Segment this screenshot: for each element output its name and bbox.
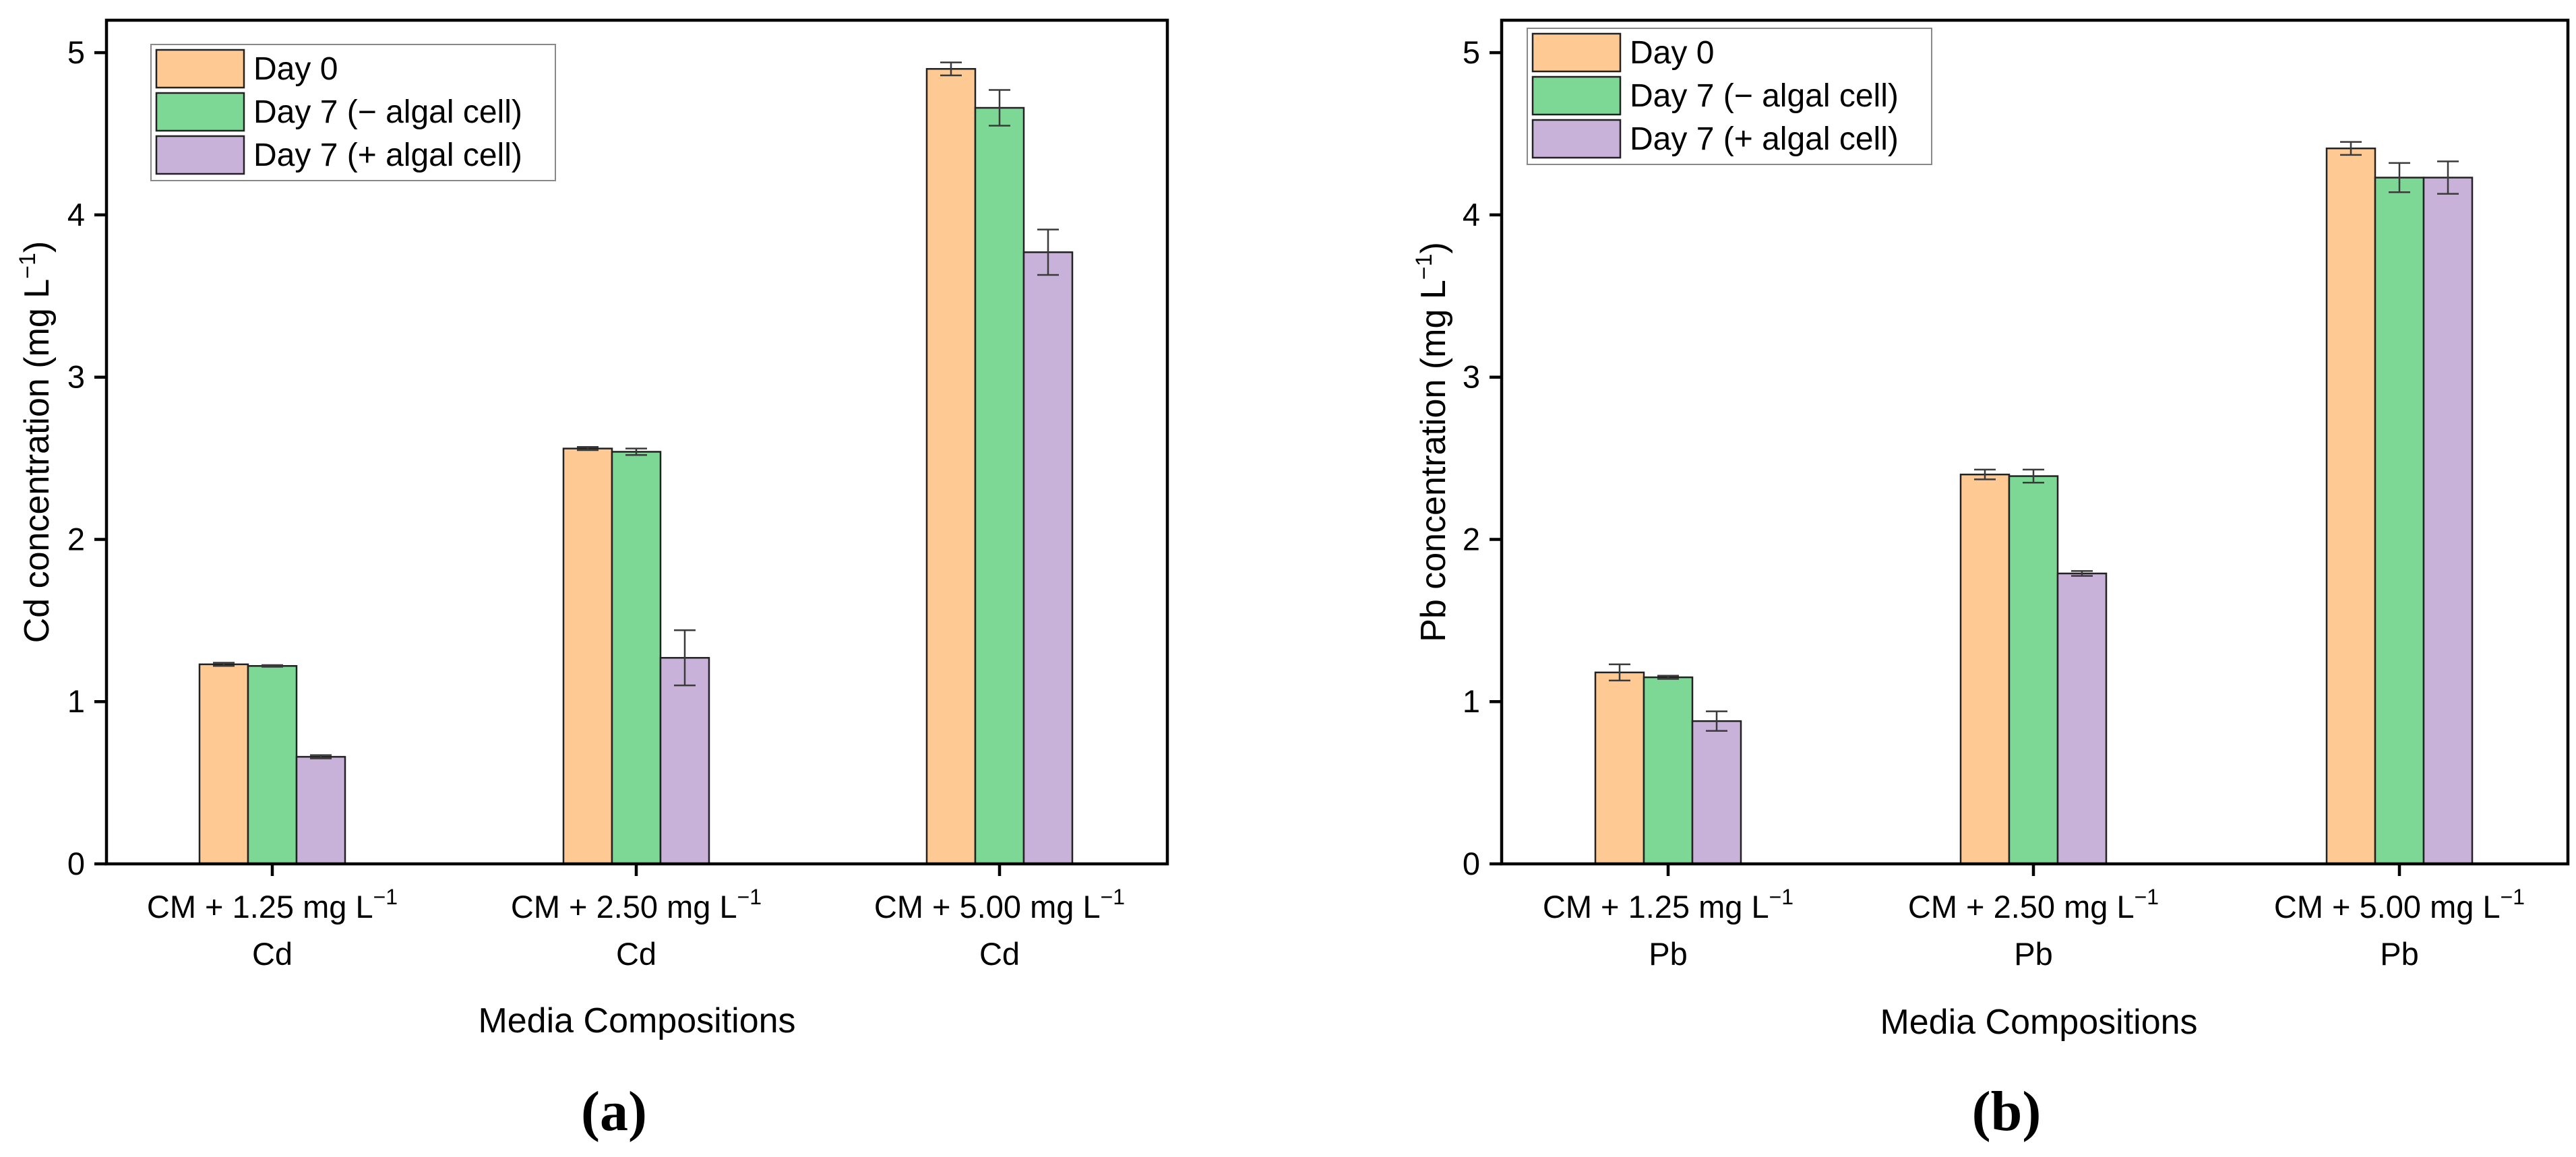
bar-day0 xyxy=(1594,671,1645,865)
bar-day0 xyxy=(925,67,977,865)
y-tick-label: 1 xyxy=(1463,683,1480,719)
bar-day0 xyxy=(562,447,613,865)
x-tick-label: CM + 1.25 mg L−1 xyxy=(1543,885,1793,925)
bar-day0 xyxy=(1959,473,2011,865)
error-bar xyxy=(2389,162,2410,193)
bar-day7-minus-algal xyxy=(247,665,298,865)
legend-label: Day 7 (+ algal cell) xyxy=(1630,121,1899,157)
error-bars-group xyxy=(213,61,1059,759)
y-tick-label: 4 xyxy=(1463,197,1480,232)
error-bar xyxy=(1657,675,1679,680)
legend-swatch xyxy=(1531,32,1622,73)
x-tick-label: CM + 2.50 mg L−1 xyxy=(1908,885,2159,925)
legend-label: Day 7 (− algal cell) xyxy=(1630,78,1899,114)
panel-a: 0 1 2 3 4 5 CM + 1.25 mg L−1 Cd CM + 2.50 mg L−… xyxy=(15,18,1169,1143)
legend-swatch xyxy=(155,92,245,132)
x-tick-label: CM + 5.00 mg L−1 xyxy=(2274,885,2525,925)
error-bar xyxy=(1609,663,1630,682)
bar-day0 xyxy=(2325,147,2376,865)
x-tick-label-element: Pb xyxy=(2014,936,2053,972)
bar-day7-plus-algal xyxy=(1691,720,1742,865)
bar-day7-plus-algal xyxy=(2056,572,2108,865)
error-bar xyxy=(674,629,696,687)
bar-day7-minus-algal xyxy=(2008,475,2059,865)
error-bar xyxy=(1706,710,1727,732)
x-axis-ticks: CM + 1.25 mg L−1 Cd CM + 2.50 mg L−1 Cd CM +… xyxy=(147,864,1125,972)
error-bar xyxy=(1974,468,1996,480)
panel-label-a: (a) xyxy=(581,1080,647,1143)
legend-swatch xyxy=(1531,119,1622,159)
error-bar xyxy=(989,89,1010,127)
y-tick-label: 2 xyxy=(67,521,85,557)
x-tick-label-element: Cd xyxy=(252,936,293,972)
bars-group xyxy=(198,67,1074,865)
error-bar xyxy=(213,662,235,667)
error-bar xyxy=(2437,160,2459,195)
y-tick-label: 0 xyxy=(1463,846,1480,881)
y-tick-label: 5 xyxy=(67,34,85,70)
error-bar xyxy=(1037,228,1059,276)
error-bar xyxy=(2071,570,2093,577)
bar-day7-minus-algal xyxy=(974,106,1025,865)
x-tick-label: CM + 5.00 mg L−1 xyxy=(874,885,1125,925)
bar-day7-plus-algal xyxy=(2422,177,2474,865)
y-tick-label: 4 xyxy=(67,197,85,232)
bar-day7-minus-algal xyxy=(611,451,662,865)
bar-day7-plus-algal xyxy=(1022,251,1074,865)
y-tick-label: 0 xyxy=(67,846,85,881)
x-tick-label-element: Pb xyxy=(1649,936,1688,972)
legend-swatch xyxy=(155,49,245,89)
y-tick-label: 3 xyxy=(67,359,85,395)
error-bars-group xyxy=(1609,141,2459,732)
y-axis-ticks: 0 1 2 3 4 5 xyxy=(67,34,106,881)
y-tick-label: 5 xyxy=(1463,34,1480,70)
error-bar xyxy=(940,61,962,77)
bar-day7-plus-algal xyxy=(659,656,710,865)
legend-label: Day 7 (− algal cell) xyxy=(253,94,522,130)
legend-swatch xyxy=(1531,75,1622,116)
legend-swatch xyxy=(155,135,245,175)
error-bar xyxy=(2023,468,2044,484)
x-axis-ticks: CM + 1.25 mg L−1 Pb CM + 2.50 mg L−1 Pb CM +… xyxy=(1543,864,2525,972)
y-axis-ticks: 0 1 2 3 4 5 xyxy=(1463,34,1502,881)
y-tick-label: 3 xyxy=(1463,359,1480,395)
error-bar xyxy=(625,447,647,456)
error-bar xyxy=(577,445,599,451)
panel-b: 0 1 2 3 4 5 CM + 1.25 mg L−1 Pb CM + 2.50 mg L−… xyxy=(1411,18,2570,1143)
bar-day7-plus-algal xyxy=(295,755,346,865)
x-axis-title: Media Compositions xyxy=(478,1001,795,1040)
legend-label: Day 0 xyxy=(253,51,338,87)
bar-day7-minus-algal xyxy=(2374,177,2425,865)
x-tick-label-element: Cd xyxy=(616,936,656,972)
y-axis-title: Cd concentration (mg L−1) xyxy=(15,241,57,644)
bars-group xyxy=(1594,147,2474,865)
y-tick-label: 1 xyxy=(67,683,85,719)
y-tick-label: 2 xyxy=(1463,521,1480,557)
error-bar xyxy=(262,664,283,668)
panel-label-b: (b) xyxy=(1972,1080,2042,1143)
x-axis-title: Media Compositions xyxy=(1880,1003,2197,1042)
y-axis-title: Pb concentration (mg L−1) xyxy=(1411,242,1453,642)
legend: Day 0 Day 7 (− algal cell) Day 7 (+ algal … xyxy=(1527,28,1932,165)
x-tick-label: CM + 2.50 mg L−1 xyxy=(511,885,762,925)
error-bar xyxy=(310,754,332,759)
bar-day7-minus-algal xyxy=(1643,676,1694,865)
legend-label: Day 0 xyxy=(1630,35,1714,71)
x-tick-label: CM + 1.25 mg L−1 xyxy=(147,885,398,925)
x-tick-label-element: Cd xyxy=(979,936,1020,972)
x-tick-label-element: Pb xyxy=(2380,936,2419,972)
error-bar xyxy=(2340,141,2362,156)
legend: Day 0 Day 7 (− algal cell) Day 7 (+ algal … xyxy=(150,44,556,181)
legend-label: Day 7 (+ algal cell) xyxy=(253,137,522,173)
bar-day0 xyxy=(198,663,249,865)
